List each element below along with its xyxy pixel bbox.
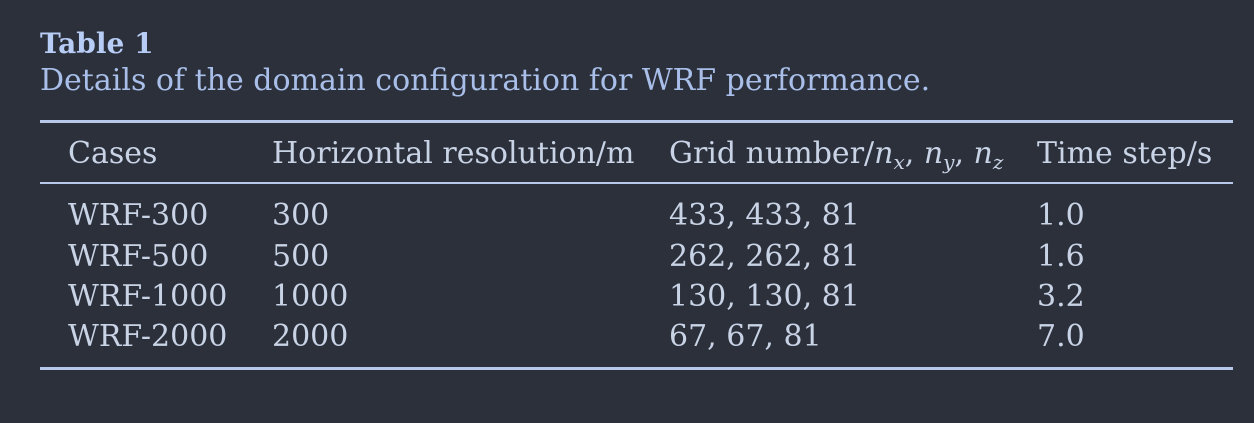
table-description: Details of the domain configuration for … [40, 63, 931, 98]
cell-case: WRF-300 [68, 198, 209, 233]
cell-timestep: 1.6 [1037, 239, 1085, 274]
table-top-rule [40, 120, 1233, 123]
cell-case: WRF-2000 [68, 319, 228, 354]
cell-grid: 130, 130, 81 [669, 279, 860, 314]
table-caption: Table 1 Details of the domain configurat… [40, 26, 1220, 100]
cell-grid: 433, 433, 81 [669, 198, 860, 233]
table-title: Table 1 [40, 27, 154, 60]
cell-case: WRF-500 [68, 239, 209, 274]
header-grid-number: Grid number/nx, ny, nz [669, 136, 1004, 174]
cell-case: WRF-1000 [68, 279, 228, 314]
header-cases: Cases [68, 136, 158, 171]
header-grid-nx: nx [874, 136, 905, 174]
header-resolution: Horizontal resolution/m [272, 136, 635, 171]
table-header-rule [40, 182, 1233, 184]
table-bottom-rule [40, 367, 1233, 370]
header-grid-prefix: Grid number/ [669, 136, 875, 171]
header-grid-ny: ny [923, 136, 955, 174]
header-timestep: Time step/s [1037, 136, 1213, 171]
header-grid-nz: nz [973, 136, 1004, 174]
cell-grid: 262, 262, 81 [669, 239, 860, 274]
cell-resolution: 300 [272, 198, 330, 233]
cell-resolution: 2000 [272, 319, 349, 354]
cell-timestep: 7.0 [1037, 319, 1085, 354]
cell-resolution: 1000 [272, 279, 349, 314]
cell-timestep: 1.0 [1037, 198, 1085, 233]
cell-timestep: 3.2 [1037, 279, 1085, 314]
cell-grid: 67, 67, 81 [669, 319, 822, 354]
cell-resolution: 500 [272, 239, 330, 274]
